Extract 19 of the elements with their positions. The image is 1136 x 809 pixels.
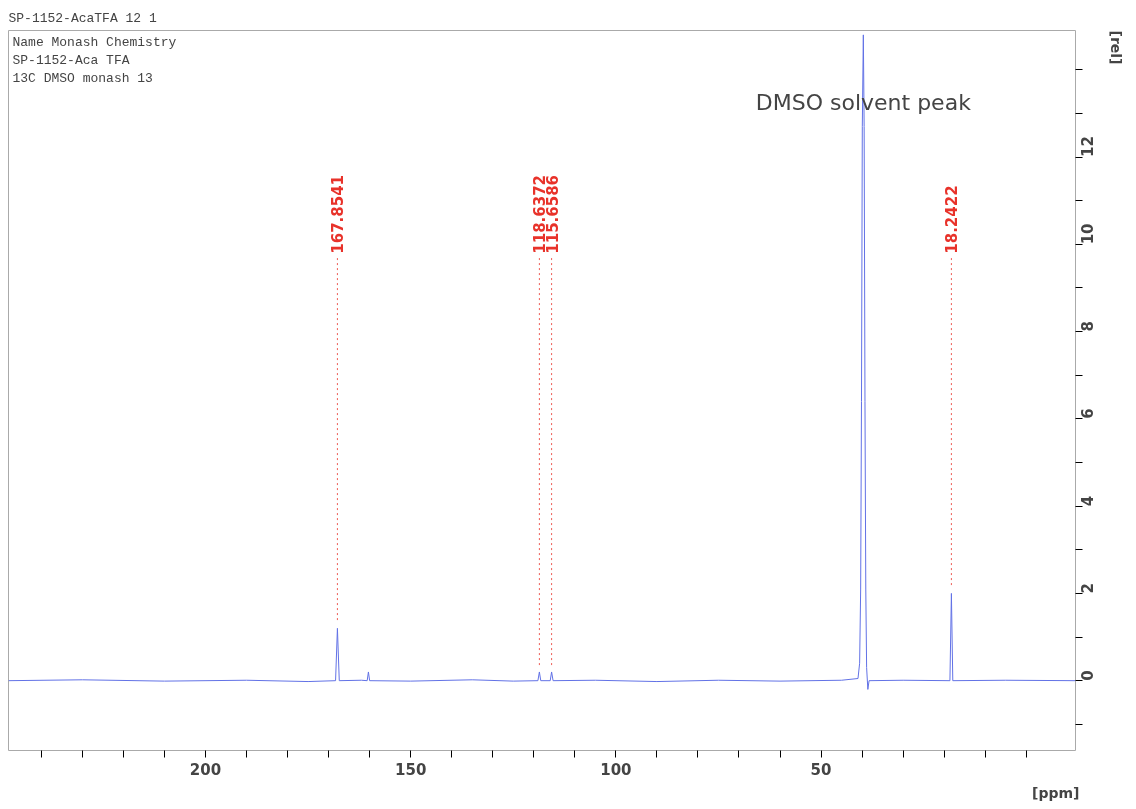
y-tick-label: 12 [1079, 136, 1098, 158]
chart-title: SP-1152-AcaTFA 12 1 [8, 10, 157, 26]
annotation: SP-1152-Aca TFA [12, 52, 130, 68]
annotation: 13C DMSO monash 13 [12, 70, 153, 86]
y-tick-label: 8 [1079, 321, 1098, 332]
x-tick-label: 50 [810, 760, 832, 779]
y-tick-label: 2 [1079, 582, 1098, 594]
y-tick-label: 6 [1079, 408, 1098, 419]
x-tick-label: 200 [189, 760, 222, 779]
y-tick-label: 0 [1079, 670, 1098, 681]
annotation: 167.8541 [329, 174, 348, 254]
annotation: 18.2422 [943, 185, 962, 254]
x-axis-title: [ppm] [1032, 784, 1080, 801]
y-tick-label: 10 [1079, 223, 1098, 245]
y-axis-title: [rel] [1107, 30, 1124, 65]
y-tick-label: 4 [1079, 495, 1098, 507]
x-tick-label: 150 [395, 760, 427, 779]
x-tick-label: 100 [600, 760, 632, 779]
annotation: Name Monash Chemistry [12, 34, 177, 50]
